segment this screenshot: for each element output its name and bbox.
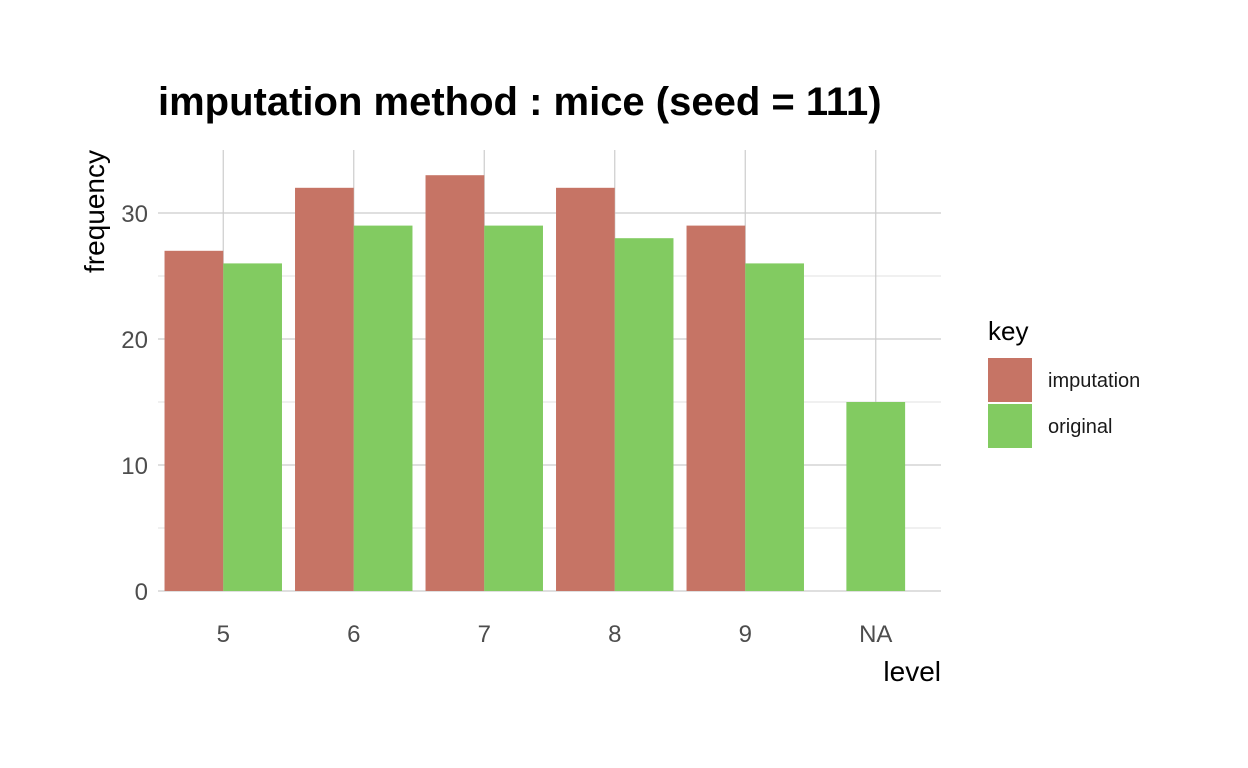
x-tick-label: 8 [608,621,621,648]
legend-items: imputation original [988,358,1140,448]
bar-imputation-6 [295,187,354,592]
x-axis-title: level [883,656,941,687]
legend-swatch-imputation [988,358,1032,402]
x-tick-label: 9 [739,621,752,648]
legend-label-original: original [1048,416,1112,438]
legend-swatch-original [988,404,1032,448]
bar-original-9 [745,263,804,591]
x-tick-label: NA [859,621,892,648]
bar-imputation-5 [164,250,224,592]
bar-imputation-9 [686,225,746,591]
bar-original-6 [353,225,413,591]
bar-original-8 [614,238,674,591]
legend: key imputation original [988,316,1140,448]
bar-original-5 [223,263,282,591]
x-tick-labels: 5 6 7 8 9 NA [217,621,893,648]
bar-imputation-7 [425,175,485,591]
y-axis-title: frequency [79,150,110,273]
legend-label-imputation: imputation [1048,370,1140,392]
y-tick-labels: 0 10 20 30 [121,201,148,606]
y-tick-label: 0 [135,579,148,606]
bar-original-NA [846,402,906,591]
x-tick-label: 7 [478,621,491,648]
bar-imputation-8 [556,187,615,592]
y-tick-label: 30 [121,201,148,228]
x-tick-label: 6 [347,621,360,648]
legend-title: key [988,316,1028,346]
y-tick-label: 10 [121,453,148,480]
y-tick-label: 20 [121,327,148,354]
chart-title: imputation method : mice (seed = 111) [158,80,882,124]
bars [164,175,906,592]
bar-original-7 [484,225,543,591]
x-tick-label: 5 [217,621,230,648]
